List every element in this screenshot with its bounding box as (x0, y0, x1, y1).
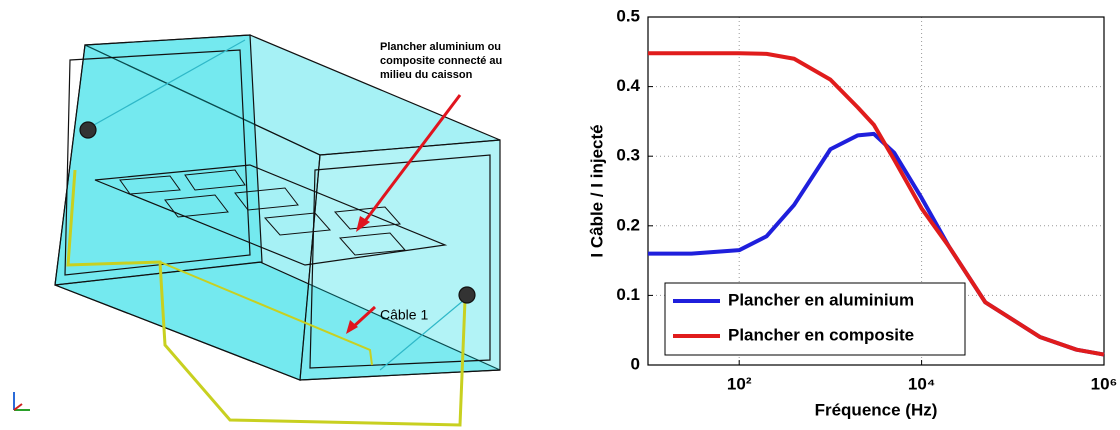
annotation: composite connecté au (380, 55, 502, 67)
box-rear (54, 34, 263, 286)
y-tick-label: 0.1 (616, 285, 640, 304)
y-tick-label: 0.5 (616, 6, 640, 25)
y-axis-label: I Câble / I injecté (587, 124, 606, 257)
strut (379, 294, 471, 371)
floor-grid (119, 169, 407, 256)
legend-label: Plancher en composite (728, 325, 914, 344)
y-tick-label: 0 (631, 354, 640, 373)
annotation: Plancher aluminium ou (380, 41, 501, 53)
annotation: milieu du caisson (380, 69, 473, 81)
wireframe-diagram (54, 34, 501, 427)
connector (79, 121, 97, 139)
front-inner-frame (309, 154, 491, 369)
rear-inner-frame (64, 49, 251, 276)
arrow-head (346, 320, 358, 334)
connector (458, 286, 476, 304)
chart: 0 0.1 0.2 0.3 0.4 0.5 10² 10⁴ 10⁶ Fréquence (Hz) I… (587, 6, 1117, 419)
x-tick-label: 10⁶ (1091, 374, 1118, 393)
cable-segment (159, 261, 373, 366)
x-axis-label: Fréquence (Hz) (815, 400, 938, 419)
floor (94, 164, 448, 266)
y-tick-label: 0.4 (616, 76, 640, 95)
strut (84, 39, 246, 131)
y-tick-label: 0.2 (616, 215, 640, 234)
legend-box (664, 282, 966, 356)
series-line (648, 51, 1105, 357)
x-tick-label: 10⁴ (908, 374, 935, 393)
arrow (350, 305, 377, 330)
arrow (360, 94, 462, 226)
plot-frame (647, 16, 1105, 366)
y-tick-label: 0.3 (616, 146, 640, 165)
x-tick-label: 10² (727, 374, 752, 393)
legend-label: Plancher en aluminium (728, 290, 914, 309)
arrow-head (356, 216, 370, 232)
axis-triad (13, 392, 30, 411)
cable-path (66, 169, 467, 427)
cable-label: Câble 1 (380, 307, 428, 323)
